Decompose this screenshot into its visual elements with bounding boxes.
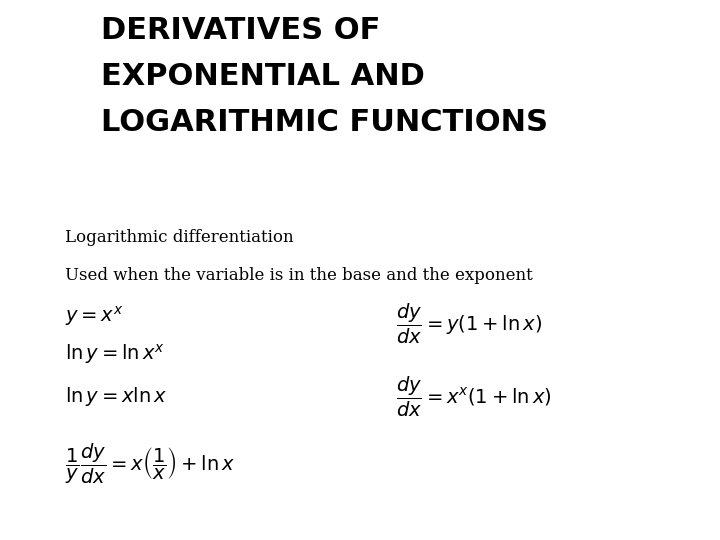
Text: $\dfrac{dy}{dx} = x^x(1 + \ln x)$: $\dfrac{dy}{dx} = x^x(1 + \ln x)$ — [396, 375, 552, 419]
Text: EXPONENTIAL AND: EXPONENTIAL AND — [101, 62, 425, 91]
Text: $\dfrac{dy}{dx} = y(1 + \ln x)$: $\dfrac{dy}{dx} = y(1 + \ln x)$ — [396, 302, 542, 346]
Text: $\dfrac{1}{y}\dfrac{dy}{dx} = x\left(\dfrac{1}{x}\right) + \ln x$: $\dfrac{1}{y}\dfrac{dy}{dx} = x\left(\df… — [65, 442, 235, 487]
Text: $\ln y = x\ln x$: $\ln y = x\ln x$ — [65, 386, 168, 408]
Text: Used when the variable is in the base and the exponent: Used when the variable is in the base an… — [65, 267, 533, 284]
Text: $y = x^x$: $y = x^x$ — [65, 304, 123, 328]
Text: DERIVATIVES OF: DERIVATIVES OF — [101, 16, 380, 45]
Text: $\ln y = \ln x^x$: $\ln y = \ln x^x$ — [65, 342, 165, 366]
Text: Logarithmic differentiation: Logarithmic differentiation — [65, 230, 294, 246]
Text: LOGARITHMIC FUNCTIONS: LOGARITHMIC FUNCTIONS — [101, 108, 548, 137]
